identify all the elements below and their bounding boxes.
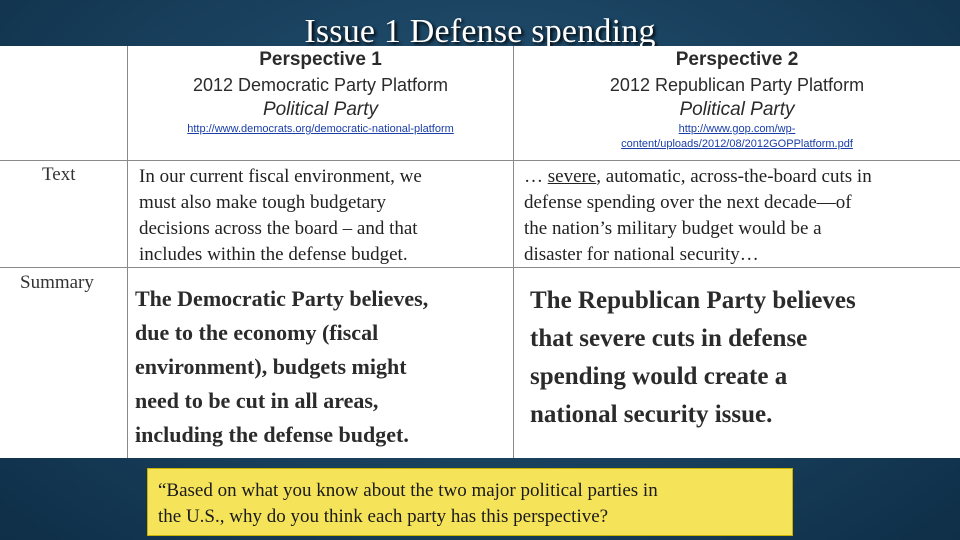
perspective-2-text: … severe, automatic, across-the-board cu… bbox=[524, 164, 956, 268]
text-line: defense spending over the next decade—of bbox=[524, 192, 852, 213]
perspective-1-url[interactable]: http://www.democrats.org/democratic-nati… bbox=[187, 123, 454, 135]
perspective-2-summary: The Republican Party believes that sever… bbox=[530, 282, 958, 434]
perspective-2-url-line-2[interactable]: content/uploads/2012/08/2012GOPPlatform.… bbox=[621, 138, 853, 150]
text-line: includes within the defense budget. bbox=[139, 244, 408, 265]
table-grid bbox=[0, 46, 960, 458]
question-line: “Based on what you know about the two ma… bbox=[158, 480, 658, 501]
row-label-text: Text bbox=[42, 164, 76, 185]
column-divider bbox=[127, 46, 128, 458]
text-rest: , automatic, across-the-board cuts in bbox=[596, 166, 872, 187]
text-line: the nation’s military budget would be a bbox=[524, 218, 822, 239]
perspective-2-url-line-1[interactable]: http://www.gop.com/wp- bbox=[678, 123, 796, 135]
perspective-1-summary: The Democratic Party believes, due to th… bbox=[135, 282, 511, 452]
perspective-1-org: 2012 Democratic Party Platform bbox=[192, 75, 449, 95]
perspective-2-header: Perspective 2 2012 Republican Party Plat… bbox=[514, 48, 960, 152]
row-label-summary: Summary bbox=[20, 272, 94, 293]
underlined-word: severe bbox=[547, 166, 597, 187]
slide-title: Issue 1 Defense spending bbox=[304, 13, 656, 50]
summary-line: national security issue. bbox=[530, 401, 773, 428]
question-box: “Based on what you know about the two ma… bbox=[147, 468, 793, 536]
text-line: disaster for national security… bbox=[524, 244, 759, 265]
perspective-2-label: Perspective 2 bbox=[675, 49, 799, 70]
row-divider bbox=[0, 160, 960, 161]
summary-line: that severe cuts in defense bbox=[530, 325, 808, 352]
text-line: … severe, automatic, across-the-board cu… bbox=[524, 164, 956, 190]
perspective-2-org: 2012 Republican Party Platform bbox=[609, 75, 865, 95]
summary-line: The Democratic Party believes, bbox=[135, 286, 429, 311]
text-line: In our current fiscal environment, we bbox=[139, 166, 422, 187]
column-divider bbox=[513, 46, 514, 458]
perspective-2-kind: Political Party bbox=[679, 99, 795, 120]
perspective-1-text: In our current fiscal environment, we mu… bbox=[139, 164, 509, 268]
summary-line: spending would create a bbox=[530, 363, 788, 390]
text-line: must also make tough budgetary bbox=[139, 192, 386, 213]
perspective-1-label: Perspective 1 bbox=[259, 49, 382, 70]
text-prefix: … bbox=[524, 166, 548, 187]
summary-line: including the defense budget. bbox=[135, 422, 409, 447]
comparison-table: Perspective 1 2012 Democratic Party Plat… bbox=[0, 46, 960, 458]
summary-line: due to the economy (fiscal bbox=[135, 320, 379, 345]
summary-line: need to be cut in all areas, bbox=[135, 388, 379, 413]
summary-line: environment), budgets might bbox=[135, 354, 407, 379]
row-divider bbox=[0, 267, 960, 268]
question-line: the U.S., why do you think each party ha… bbox=[158, 506, 609, 527]
summary-line: The Republican Party believes bbox=[530, 287, 856, 314]
perspective-1-header: Perspective 1 2012 Democratic Party Plat… bbox=[128, 48, 513, 137]
perspective-1-kind: Political Party bbox=[262, 99, 379, 120]
text-line: decisions across the board – and that bbox=[139, 218, 418, 239]
